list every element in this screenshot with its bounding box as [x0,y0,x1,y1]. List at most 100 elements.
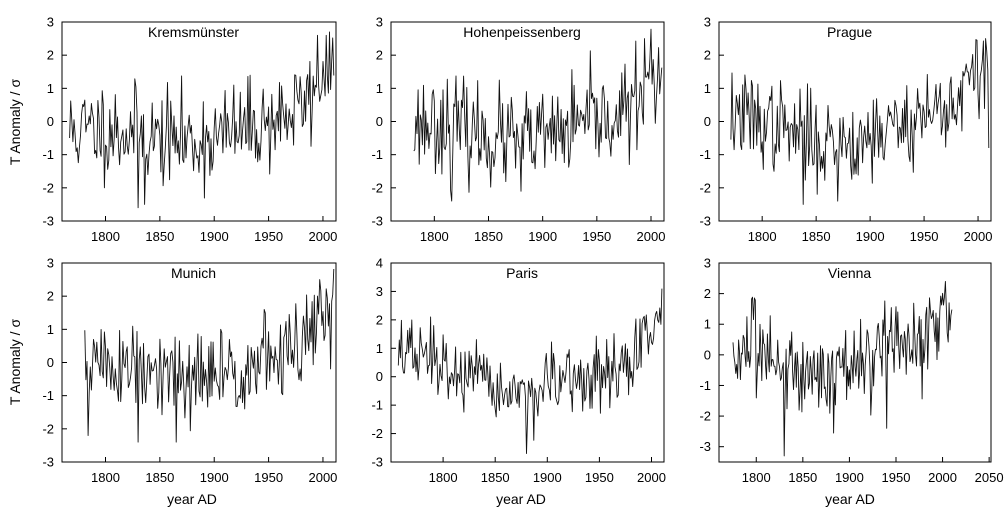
y-tick-label: 0 [376,114,383,129]
x-axis-title-right: year AD [825,491,875,507]
y-tick-label: -3 [371,455,383,470]
plot-frame [390,262,665,463]
y-tick-label: 2 [376,312,383,327]
x-tick-label: 2000 [928,470,957,485]
y-tick-label: -2 [699,409,711,424]
y-tick-label: 0 [47,355,54,370]
y-tick-label: -1 [371,147,383,162]
x-axis-title-middle: year AD [496,491,546,507]
x-tick-label: 1950 [585,470,614,485]
series-line [69,31,335,209]
x-tick-label: 1800 [91,470,120,485]
chart-panel: -3 -2 -1 0 1 2 3 4 1800 1850 1900 1950 2000 Paris [371,256,666,486]
x-tick-label: 2000 [637,470,666,485]
x-tick-label: 2000 [964,229,993,244]
y-tick-label: -3 [699,214,711,229]
y-tick-label: 1 [704,81,711,96]
chart-panel: -3 -2 -1 0 1 2 3 1800 1850 1900 1950 2000 2050 Vienna [699,256,1003,486]
chart-panel: -3 -2 -1 0 1 2 3 1800 1850 1900 1950 2000 Hohenpeiss… [371,15,665,245]
x-tick-label: 1900 [200,229,229,244]
x-tick-label: 1950 [254,470,283,485]
y-tick-label: 3 [704,15,711,30]
y-tick-label: 0 [47,114,54,129]
y-tick-label: -1 [42,388,54,403]
x-tick-label: 2000 [308,229,337,244]
series-line [732,280,953,457]
x-axis-title-left: year AD [167,491,217,507]
y-tick-label: 2 [704,286,711,301]
x-tick-label: 1950 [882,470,911,485]
y-axis-title-bottom: T Anomaly / σ [7,319,23,406]
panel-title: Vienna [828,265,872,281]
chart-panel: -3 -2 -1 0 1 2 3 1800 1850 1900 1950 2000 Prague [699,15,992,245]
y-tick-label: 3 [704,256,711,271]
series-line [730,38,990,205]
panel-title: Hohenpeissenberg [463,24,581,40]
x-tick-label: 1850 [145,229,174,244]
y-tick-label: -2 [699,180,711,195]
y-tick-label: 2 [47,48,54,63]
x-tick-label: 1800 [748,229,777,244]
x-tick-label: 1900 [528,229,557,244]
series-line [397,288,663,454]
y-tick-label: 2 [704,48,711,63]
y-axis-title-top: T Anomaly / σ [7,79,23,166]
y-tick-label: -3 [699,439,711,454]
y-tick-label: 1 [376,81,383,96]
series-line [413,28,663,202]
panel-title: Kremsmünster [148,24,239,40]
y-tick-label: 0 [704,347,711,362]
y-tick-label: -2 [42,421,54,436]
y-tick-label: -1 [371,398,383,413]
x-tick-label: 1850 [145,470,174,485]
y-tick-label: -3 [371,214,383,229]
y-tick-label: 3 [47,15,54,30]
x-tick-label: 1900 [856,229,885,244]
y-tick-label: -1 [699,378,711,393]
y-tick-label: 2 [376,48,383,63]
x-tick-label: 1900 [835,470,864,485]
x-tick-label: 1800 [429,470,458,485]
y-tick-label: 4 [376,256,383,271]
x-tick-label: 1850 [481,470,510,485]
panel-title: Prague [827,24,872,40]
x-tick-label: 1900 [200,470,229,485]
x-tick-label: 1800 [420,229,449,244]
y-tick-label: -1 [699,147,711,162]
plot-frame [61,262,337,463]
y-tick-label: 2 [47,289,54,304]
y-tick-label: -2 [371,426,383,441]
x-tick-label: 1850 [802,229,831,244]
plot-frame [718,262,992,463]
plot-frame [718,21,992,222]
x-tick-label: 1850 [474,229,503,244]
x-tick-label: 1850 [788,470,817,485]
y-tick-label: -3 [42,455,54,470]
y-tick-label: 1 [376,341,383,356]
panel-title: Munich [171,265,216,281]
y-tick-label: 1 [47,322,54,337]
panel-title: Paris [506,265,538,281]
y-tick-label: 3 [47,256,54,271]
x-tick-label: 2050 [975,470,1004,485]
x-tick-label: 1800 [91,229,120,244]
chart-panel: -3 -2 -1 0 1 2 3 1800 1850 1900 1950 2000 Munich [42,256,337,486]
y-tick-label: 0 [376,369,383,384]
x-tick-label: 1900 [533,470,562,485]
y-tick-label: -1 [42,147,54,162]
x-tick-label: 2000 [637,229,666,244]
y-tick-label: 0 [704,114,711,129]
y-tick-label: -3 [42,214,54,229]
y-tick-label: 3 [376,15,383,30]
y-tick-label: 1 [704,317,711,332]
x-tick-label: 2000 [308,470,337,485]
x-tick-label: 1950 [910,229,939,244]
x-tick-label: 1800 [742,470,771,485]
y-tick-label: 1 [47,81,54,96]
x-tick-label: 1950 [582,229,611,244]
chart-panel: -3 -2 -1 0 1 2 3 1800 1850 1900 1950 2000 Kremsmünst… [42,15,337,245]
y-tick-label: 3 [376,284,383,299]
x-tick-label: 1950 [254,229,283,244]
